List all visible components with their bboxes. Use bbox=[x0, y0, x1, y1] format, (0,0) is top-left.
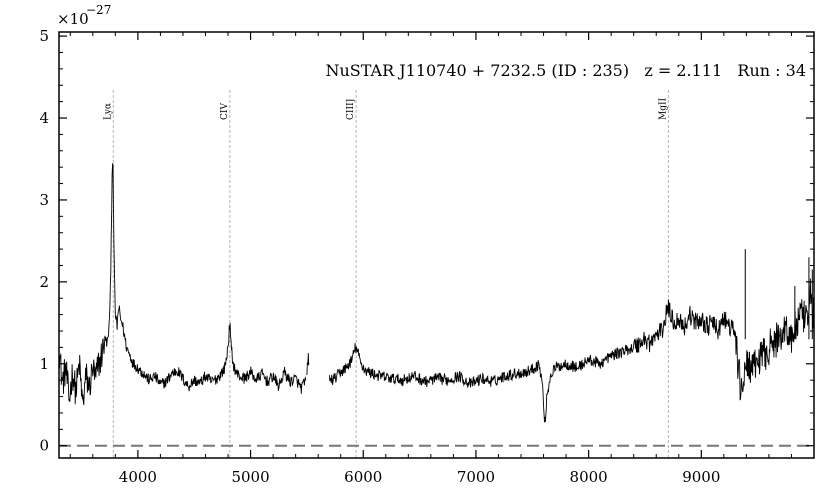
spectrum-series bbox=[58, 163, 815, 423]
y-tick-label: 0 bbox=[39, 437, 49, 455]
spectrum-line bbox=[328, 278, 815, 423]
y-tick-label: 1 bbox=[39, 355, 49, 373]
emission-line-label: CIII] bbox=[346, 99, 356, 120]
emission-line-label: MgII bbox=[658, 97, 668, 120]
x-tick-label: 6000 bbox=[344, 468, 382, 486]
plot-frame bbox=[58, 31, 815, 459]
emission-line-markers bbox=[112, 90, 669, 458]
emission-line-label: Lyα bbox=[103, 103, 113, 120]
y-tick-label: 2 bbox=[39, 273, 49, 291]
spectrum-line bbox=[58, 163, 307, 406]
spectrum-line bbox=[306, 353, 310, 376]
y-tick-label: 4 bbox=[39, 109, 49, 127]
x-tick-label: 7000 bbox=[457, 468, 495, 486]
axes bbox=[58, 31, 815, 459]
emission-line-label: CIV bbox=[220, 103, 230, 120]
x-tick-label: 8000 bbox=[570, 468, 608, 486]
y-tick-label: 5 bbox=[39, 27, 49, 45]
x-tick-label: 9000 bbox=[682, 468, 720, 486]
y-scale-label: ×10 bbox=[57, 10, 89, 28]
chart-title: NuSTAR J110740 + 7232.5 (ID : 235) z = 2… bbox=[325, 61, 806, 80]
y-scale-exponent: −27 bbox=[86, 3, 111, 17]
chart-text: Lyα CIV CIII] MgII 4000 5000 6000 7000 8000 9000 0… bbox=[39, 3, 806, 486]
y-tick-label: 3 bbox=[39, 191, 49, 209]
x-tick-label: 4000 bbox=[119, 468, 157, 486]
x-tick-label: 5000 bbox=[231, 468, 269, 486]
